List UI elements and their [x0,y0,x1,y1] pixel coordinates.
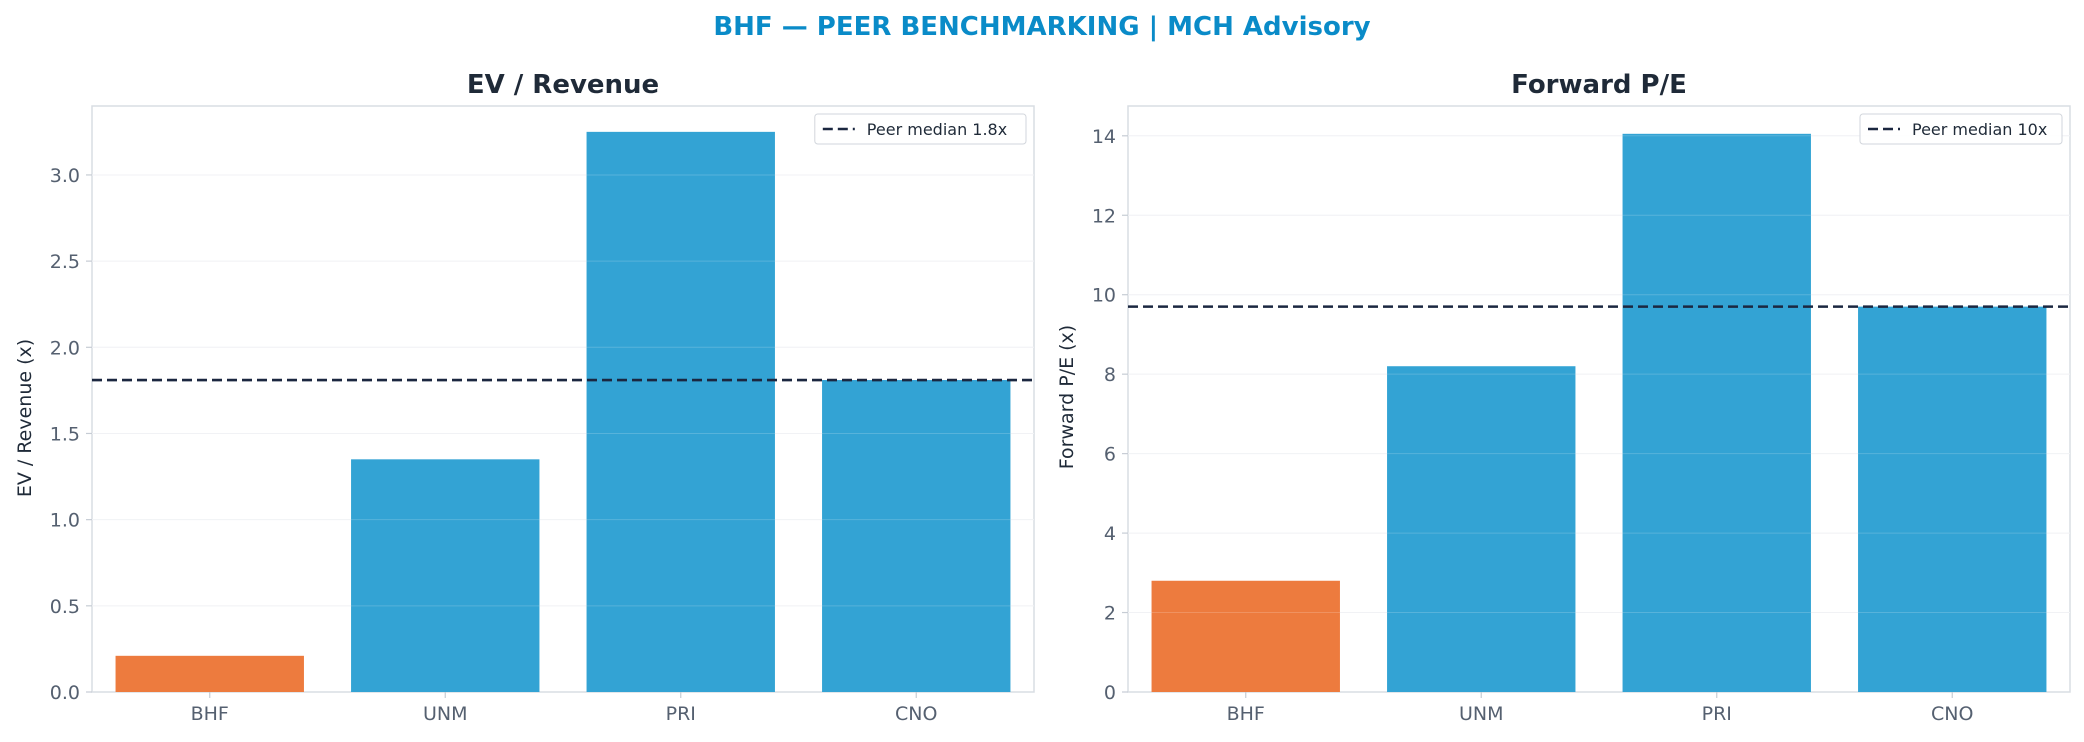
ev-revenue-y-tick-label: 3.0 [50,165,80,187]
forward-pe-legend-label: Peer median 10x [1912,120,2047,139]
forward-pe-y-tick-label: 4 [1104,523,1116,545]
forward-pe-y-tick-label: 2 [1104,603,1116,625]
ev-revenue-x-tick-label: PRI [666,703,696,725]
forward-pe-y-axis-label: Forward P/E (x) [1056,325,1078,469]
ev-revenue-bar-pri [586,131,775,693]
forward-pe-chart-title: Forward P/E [1511,70,1687,100]
forward-pe-y-tick-label: 6 [1104,444,1116,466]
forward-pe-bar-bhf [1151,580,1340,692]
forward-pe-y-tick-label: 12 [1092,205,1116,227]
forward-pe-bar-pri [1622,133,1811,692]
forward-pe-y-tick-label: 14 [1092,126,1116,148]
ev-revenue-y-tick-label: 2.5 [50,251,80,273]
ev-revenue-y-tick-label: 1.0 [50,510,80,532]
ev-revenue-chart-title: EV / Revenue [467,70,659,100]
ev-revenue-bar-bhf [115,655,304,692]
ev-revenue-x-tick-label: CNO [895,703,937,725]
forward-pe-y-tick-label: 10 [1092,285,1116,307]
ev-revenue-y-tick-label: 1.5 [50,423,80,445]
forward-pe-panel: Forward P/E Forward P/E (x) 0 2 4 6 8 10 12 14 B… [1056,70,2071,725]
forward-pe-x-tick-label: UNM [1459,703,1504,725]
forward-pe-y-tick-label: 8 [1104,364,1116,386]
ev-revenue-legend: Peer median 1.8x [814,113,1027,145]
ev-revenue-y-tick-label: 0.5 [50,596,80,618]
forward-pe-bar-unm [1387,366,1576,692]
forward-pe-y-tick-label: 0 [1104,682,1116,704]
ev-revenue-legend-box [814,113,1027,145]
ev-revenue-bar-cno [822,380,1011,692]
figure-title: BHF — PEER BENCHMARKING | MCH Advisory [713,12,1370,42]
forward-pe-x-tick-label: BHF [1227,703,1265,725]
forward-pe-x-tick-label: PRI [1702,703,1732,725]
ev-revenue-bar-unm [351,459,540,692]
forward-pe-x-tick-label: CNO [1931,703,1973,725]
ev-revenue-x-tick-label: BHF [191,703,229,725]
ev-revenue-y-axis-label: EV / Revenue (x) [14,339,36,497]
forward-pe-bar-cno [1858,306,2047,692]
ev-revenue-x-tick-label: UNM [423,703,468,725]
forward-pe-legend-box [1859,113,2063,145]
ev-revenue-panel: EV / Revenue EV / Revenue (x) 0.0 0.5 1.0 1… [14,70,1035,725]
ev-revenue-y-tick-label: 0.0 [50,682,80,704]
ev-revenue-legend-label: Peer median 1.8x [867,120,1007,139]
forward-pe-legend: Peer median 10x [1859,113,2063,145]
ev-revenue-y-tick-label: 2.0 [50,337,80,359]
